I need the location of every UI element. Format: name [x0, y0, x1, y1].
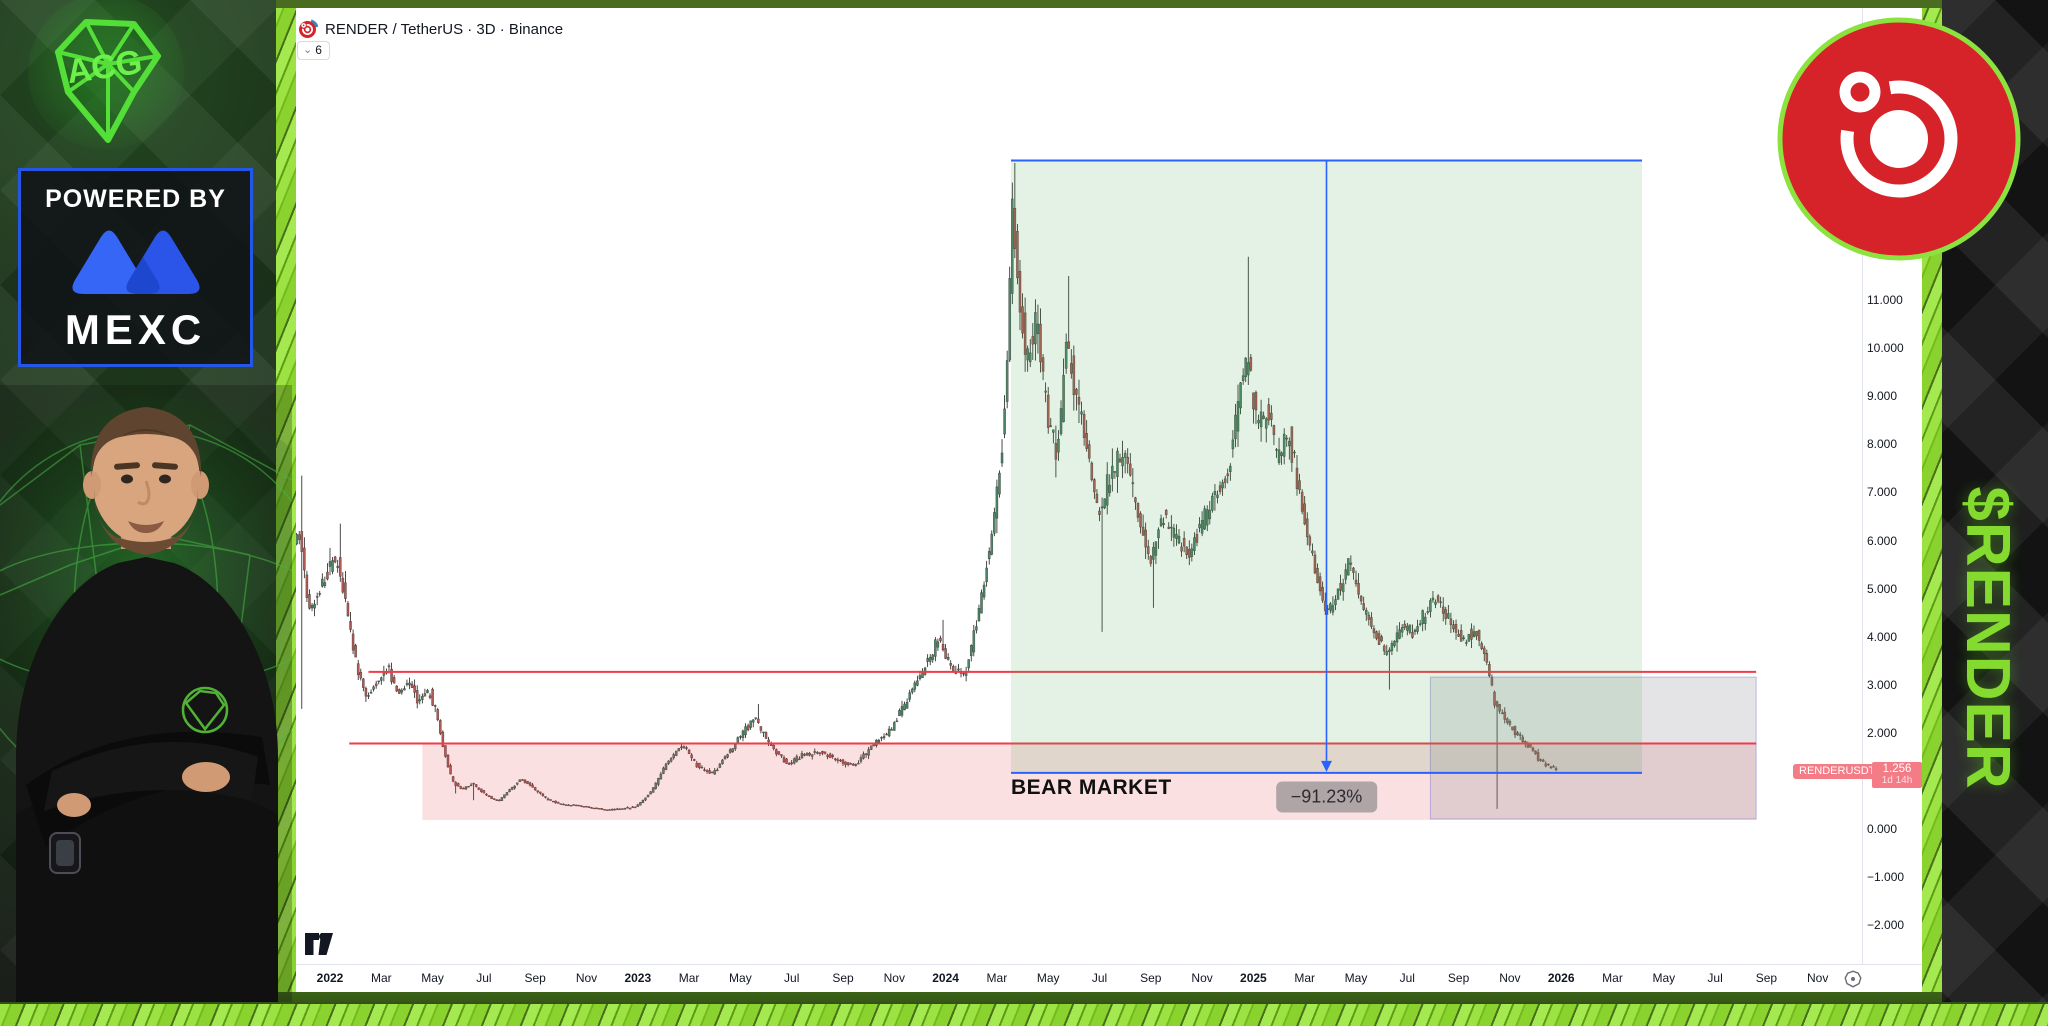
axis-settings-gear-icon[interactable]	[1844, 970, 1862, 988]
price-tick: 9.000	[1867, 389, 1898, 404]
price-tick: 10.000	[1867, 341, 1904, 356]
render-network-logo	[1777, 17, 2021, 261]
left-branding-panel: ACG POWERED BY MEXC	[0, 0, 292, 1024]
token-ticker-vertical: $RENDER	[1928, 468, 2048, 808]
measure-box[interactable]	[1011, 159, 1642, 774]
chart-title-bar: RENDER / TetherUS · 3D · Binance	[298, 18, 563, 40]
wristwatch-graphic	[49, 832, 81, 874]
time-tick: May	[1652, 971, 1676, 985]
drawdown-percent-label[interactable]: −91.23%	[1275, 781, 1378, 813]
indicator-count: 6	[315, 43, 322, 57]
time-tick: May	[729, 971, 752, 985]
mexc-sponsor-badge: POWERED BY MEXC	[18, 168, 253, 367]
token-ticker-text: $RENDER	[1953, 486, 2023, 790]
time-tick: 2026	[1547, 971, 1575, 985]
time-tick: Jul	[1091, 971, 1108, 985]
last-price-label[interactable]: 1.256 1d 14h	[1872, 762, 1922, 788]
frame-top-bar	[276, 0, 1942, 8]
time-tick: Jul	[784, 971, 800, 985]
last-price-value: 1.256	[1882, 763, 1912, 775]
time-tick: Jul	[1399, 971, 1415, 985]
price-tick: 4.000	[1867, 629, 1898, 644]
time-tick: 2023	[624, 971, 652, 985]
mexc-logo-icon	[71, 230, 200, 294]
time-tick: Mar	[1294, 971, 1316, 985]
time-tick: 2024	[932, 971, 959, 985]
time-tick: Nov	[883, 971, 905, 985]
time-tick: Jul	[1707, 971, 1723, 985]
time-tick: May	[1036, 971, 1060, 985]
time-tick: Jul	[476, 971, 492, 985]
bear-market-text-drawing[interactable]: BEAR MARKET	[1011, 776, 1172, 800]
shirt-gem-print	[181, 686, 229, 734]
time-tick: Nov	[1499, 971, 1521, 985]
price-axis[interactable]: 11.000 10.000 9.000 8.000 7.000 6.000 5.000 4.0…	[1862, 8, 1923, 964]
host-portrait-photo	[0, 385, 292, 1010]
acg-gem-logo: ACG	[28, 0, 184, 150]
drawings-layer	[349, 159, 1757, 820]
time-tick: Mar	[678, 971, 700, 985]
time-tick: Sep	[1755, 971, 1778, 985]
time-tick: May	[1344, 971, 1368, 985]
render-symbol-icon	[299, 19, 318, 38]
time-tick: Nov	[1191, 971, 1213, 985]
price-tick: 5.000	[1867, 581, 1898, 596]
price-tick: 7.000	[1867, 485, 1898, 500]
time-tick: Sep	[832, 971, 854, 985]
person-figure	[16, 407, 278, 1010]
ticker-name-tag: RENDERUSDT	[1793, 764, 1882, 779]
projection-box[interactable]	[1429, 676, 1757, 820]
chart-title[interactable]: RENDER / TetherUS · 3D · Binance	[325, 20, 564, 38]
bar-countdown: 1d 14h	[1881, 775, 1913, 786]
price-tick: 3.000	[1867, 677, 1898, 692]
bear-zone-rect[interactable]	[422, 743, 1757, 820]
time-tick: Mar	[986, 971, 1008, 985]
bottom-zigzag-strip	[0, 1002, 2048, 1026]
measure-arrow-icon	[1321, 760, 1333, 772]
chevron-down-icon: ⌄	[303, 44, 313, 56]
tradingview-logo[interactable]	[304, 932, 334, 956]
time-tick: Mar	[1602, 971, 1623, 985]
time-tick: Sep	[1447, 971, 1470, 985]
time-axis[interactable]: 2022 Mar May Jul Sep Nov 2023 Mar May Jul Sep Nov 20…	[296, 964, 1922, 993]
time-tick: 2022	[316, 971, 344, 985]
tradingview-chart-panel: 11.000 10.000 9.000 8.000 7.000 6.000 5.000 4.0…	[296, 8, 1922, 992]
time-tick: Sep	[524, 971, 546, 985]
price-tick: −2.000	[1867, 918, 1905, 933]
price-tick: 6.000	[1867, 533, 1898, 548]
price-tick: 0.000	[1867, 822, 1898, 837]
time-tick: Nov	[575, 971, 598, 985]
time-tick: Mar	[370, 971, 392, 985]
powered-by-text: POWERED BY	[45, 185, 226, 213]
candlestick-chart[interactable]	[296, 8, 1862, 964]
time-tick: May	[421, 971, 444, 985]
price-tick: 8.000	[1867, 437, 1898, 452]
indicator-collapse-badge[interactable]: ⌄ 6	[297, 41, 330, 60]
price-tick: −1.000	[1867, 870, 1905, 885]
time-tick: Sep	[1140, 971, 1162, 985]
price-tick: 2.000	[1867, 725, 1898, 740]
time-tick: 2025	[1240, 971, 1267, 985]
price-tick: 11.000	[1867, 293, 1903, 307]
time-tick: Nov	[1807, 971, 1829, 985]
mexc-wordmark: MEXC	[64, 306, 207, 353]
